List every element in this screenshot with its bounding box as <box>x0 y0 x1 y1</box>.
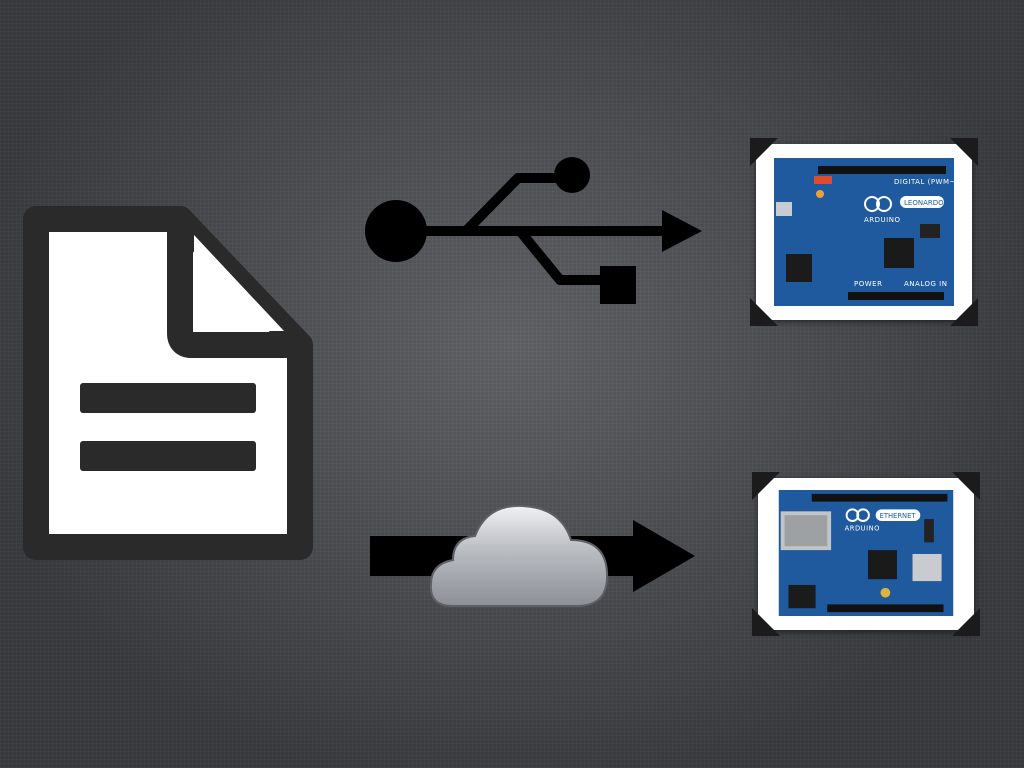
arrow-head <box>633 520 695 592</box>
photo-corner-bottom-left <box>750 298 778 326</box>
arduino-leonardo-photo: DIGITAL (PWM~) ARDUINO LEONARDO POWER AN… <box>750 138 978 326</box>
photo-corner-top-right <box>950 138 978 166</box>
photo-corner-bottom-right <box>950 298 978 326</box>
usb-connection <box>360 150 705 312</box>
arduino-ethernet-board: ARDUINO ETHERNET <box>778 490 954 616</box>
svg-text:ETHERNET: ETHERNET <box>880 512 917 520</box>
photo-corner-bottom-left <box>752 608 780 636</box>
arduino-ethernet-photo: ARDUINO ETHERNET <box>752 472 980 636</box>
svg-text:POWER: POWER <box>854 280 882 288</box>
document-icon <box>22 205 314 561</box>
svg-text:LEONARDO: LEONARDO <box>904 199 944 207</box>
usb-icon <box>365 157 702 304</box>
cloud-connection <box>365 500 700 610</box>
photo-corner-bottom-right <box>952 608 980 636</box>
svg-text:DIGITAL (PWM~): DIGITAL (PWM~) <box>894 178 954 186</box>
svg-text:ARDUINO: ARDUINO <box>845 525 880 533</box>
photo-corner-top-left <box>750 138 778 166</box>
photo-corner-top-left <box>752 472 780 500</box>
photo-corner-top-right <box>952 472 980 500</box>
cloud-icon <box>429 504 609 607</box>
arduino-leonardo-board: DIGITAL (PWM~) ARDUINO LEONARDO POWER AN… <box>774 158 954 306</box>
svg-text:ANALOG IN: ANALOG IN <box>904 280 947 288</box>
svg-text:ARDUINO: ARDUINO <box>864 216 900 224</box>
